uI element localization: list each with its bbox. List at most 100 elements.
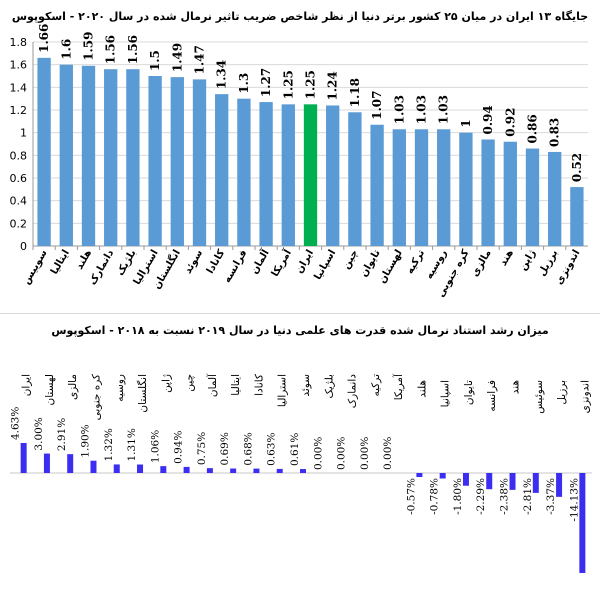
data-label: -2.29% bbox=[475, 478, 487, 515]
data-label: 1.47 bbox=[193, 45, 207, 74]
bar bbox=[459, 132, 473, 246]
chart-divider bbox=[0, 313, 600, 314]
bar bbox=[206, 468, 213, 473]
bar bbox=[556, 473, 563, 497]
category-label: هلند bbox=[74, 248, 94, 272]
category-label: انگلستان bbox=[136, 374, 149, 413]
y-tick-label: 0.8 bbox=[10, 149, 28, 162]
bar bbox=[503, 141, 517, 246]
bar bbox=[183, 466, 190, 473]
bar bbox=[215, 94, 229, 246]
bar bbox=[81, 65, 96, 246]
bar bbox=[481, 139, 495, 246]
data-label: 4.63% bbox=[10, 407, 22, 440]
bar bbox=[462, 473, 469, 486]
category-label: بلژیک bbox=[323, 374, 335, 399]
category-label: مالزی bbox=[67, 374, 79, 400]
data-label: 0.86 bbox=[526, 114, 540, 143]
y-tick-label: 0.4 bbox=[10, 195, 28, 208]
chart-bottom-panel: میزان رشد استناد نرمال شده قدرت های علمی… bbox=[0, 318, 600, 600]
category-label: روسیه bbox=[114, 374, 126, 402]
data-label: 1.06% bbox=[149, 430, 161, 463]
data-label: 1.34 bbox=[215, 60, 229, 89]
y-tick-label: 1.8 bbox=[10, 36, 28, 49]
data-label: 3.00% bbox=[33, 417, 45, 450]
bar bbox=[259, 102, 273, 246]
category-label: کانادا bbox=[205, 248, 227, 276]
bar bbox=[137, 464, 144, 473]
category-label: بلژیک bbox=[115, 248, 139, 278]
y-tick-label: 1.6 bbox=[10, 59, 28, 72]
bar bbox=[90, 460, 97, 473]
data-label: 0.00% bbox=[312, 437, 324, 470]
category-label: چین bbox=[184, 374, 196, 392]
bar bbox=[525, 148, 540, 246]
bar bbox=[104, 69, 118, 246]
category-label: آمریکا bbox=[392, 373, 405, 400]
category-label: ایران bbox=[21, 374, 33, 396]
y-tick-label: 0.2 bbox=[10, 217, 28, 230]
category-label: ژاپن bbox=[518, 248, 539, 273]
category-label: چین bbox=[341, 248, 361, 271]
data-label: 0.52 bbox=[570, 153, 584, 182]
data-label: 1.07 bbox=[370, 90, 384, 119]
bar bbox=[160, 466, 167, 473]
data-label: -1.80% bbox=[452, 478, 464, 515]
data-label: 0.92 bbox=[503, 107, 517, 136]
data-label: 2.91% bbox=[56, 418, 68, 451]
data-label: 1.3 bbox=[237, 73, 251, 94]
data-label: -14.13% bbox=[568, 478, 580, 522]
data-label: 1.24 bbox=[326, 71, 340, 100]
data-label: 1.27 bbox=[259, 68, 273, 97]
category-label: لهستان bbox=[44, 374, 56, 406]
bar bbox=[532, 473, 539, 493]
bar bbox=[126, 69, 140, 246]
data-label: -0.57% bbox=[405, 478, 417, 515]
bar bbox=[67, 454, 74, 473]
data-label: 0.00% bbox=[382, 437, 394, 470]
bar bbox=[326, 105, 340, 246]
data-label: 1.25 bbox=[304, 70, 318, 99]
data-label: 0.00% bbox=[336, 437, 348, 470]
data-label: -3.37% bbox=[545, 478, 557, 515]
bar bbox=[416, 473, 423, 478]
category-label: کانادا bbox=[253, 374, 265, 396]
bar bbox=[579, 473, 586, 573]
category-label: ایتالیا bbox=[49, 248, 72, 277]
chart-top-title: جایگاه ۱۳ ایران در میان ۲۵ کشور برتر دنی… bbox=[11, 10, 589, 23]
category-label: استرالیا bbox=[277, 374, 289, 407]
bar bbox=[414, 129, 429, 246]
category-label: هلند bbox=[416, 380, 428, 398]
data-label: 1.03 bbox=[437, 95, 451, 124]
data-label: 1.18 bbox=[348, 78, 362, 107]
data-label: 0.00% bbox=[359, 437, 371, 470]
data-label: 0.94 bbox=[481, 105, 495, 134]
chart-top-svg: 0 0.2 0.4 0.6 0.8 1 1.2 1.4 1.6 1.8 1.66 سوییس 1.6 ای… bbox=[10, 24, 588, 299]
data-label: 1.03 bbox=[392, 95, 406, 124]
category-label: ایتالیا bbox=[230, 374, 242, 396]
data-label: 1.56 bbox=[104, 35, 118, 64]
category-label: برزیل bbox=[556, 380, 568, 405]
chart-top-panel: جایگاه ۱۳ ایران در میان ۲۵ کشور برتر دنی… bbox=[10, 10, 589, 299]
category-label: ژاپن bbox=[160, 374, 172, 393]
bar bbox=[281, 104, 295, 246]
category-label: اسپانیا bbox=[440, 380, 452, 407]
bar bbox=[348, 112, 362, 247]
data-label: 1.59 bbox=[82, 32, 96, 61]
bar bbox=[59, 64, 73, 247]
category-label: برزیل bbox=[537, 248, 561, 278]
category-label: هند bbox=[510, 380, 522, 394]
bar bbox=[509, 473, 516, 490]
bar bbox=[486, 473, 493, 490]
bar bbox=[230, 468, 237, 473]
category-label: سوئیس bbox=[533, 380, 545, 414]
data-label: 1.32% bbox=[103, 428, 115, 461]
data-label: 0.83 bbox=[548, 118, 562, 147]
y-tick-label: 0.6 bbox=[10, 172, 28, 185]
category-label: اندونزی bbox=[579, 380, 591, 413]
category-label: آلمان bbox=[206, 373, 219, 397]
bar bbox=[113, 464, 120, 473]
data-label: 1.56 bbox=[126, 35, 140, 64]
bar bbox=[170, 77, 184, 246]
bar bbox=[192, 79, 207, 247]
